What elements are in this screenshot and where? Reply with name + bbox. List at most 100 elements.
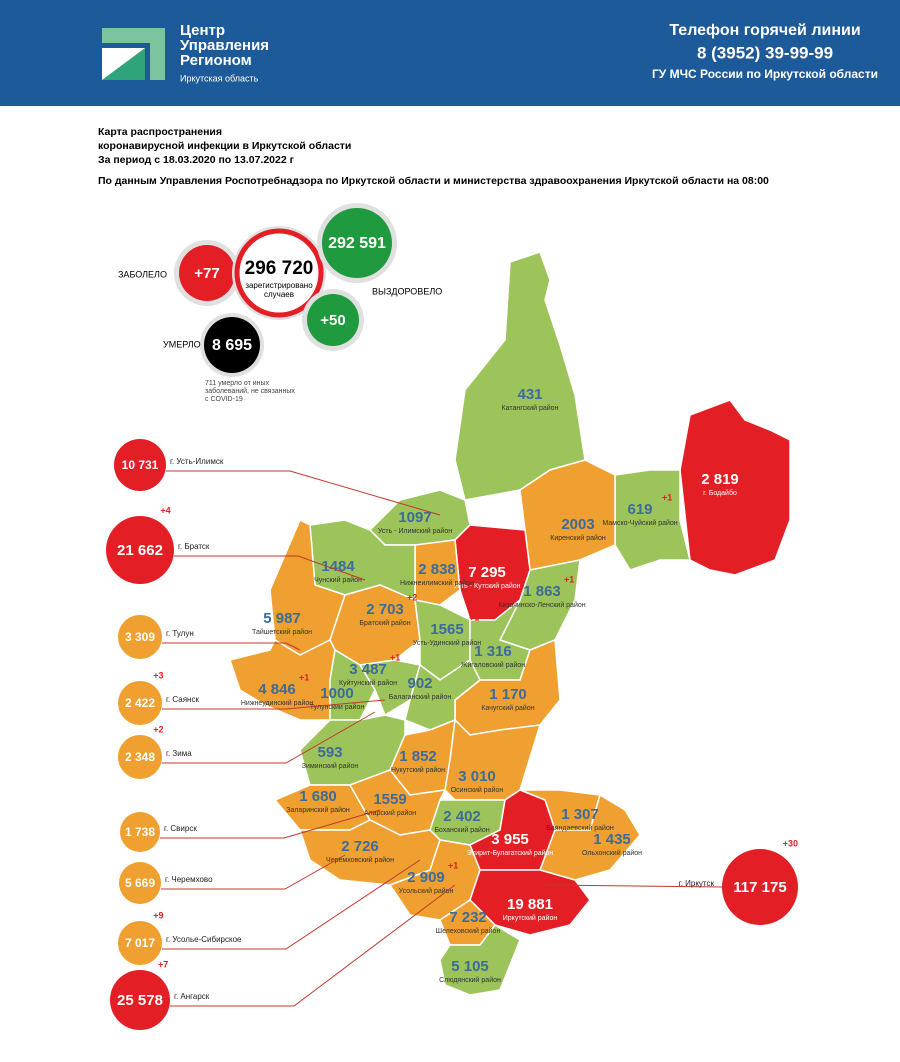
total-caption: случаев — [264, 290, 294, 299]
district-name: Осинский район — [451, 786, 504, 794]
district-delta: +7 — [552, 887, 562, 897]
district-value: 1 680 — [299, 788, 337, 805]
district-area — [454, 251, 586, 501]
district-area — [679, 399, 791, 576]
district-value: 2 819 — [701, 471, 739, 488]
city-bubble — [110, 970, 170, 1030]
district-value: 3 487 — [349, 661, 387, 678]
district-value: 1 435 — [593, 831, 631, 848]
district-delta: +1 — [509, 555, 519, 565]
district-name: Эхирит-Булагатский район — [467, 849, 554, 857]
district-name: Мамско-Чуйский район — [602, 519, 677, 527]
district-delta: +1 — [448, 860, 458, 870]
city-delta: +2 — [153, 724, 163, 734]
city-value: 5 669 — [125, 876, 155, 890]
map — [229, 251, 791, 996]
logo — [102, 28, 165, 80]
district-area — [404, 658, 481, 731]
district-name: Ольхонский район — [582, 849, 642, 857]
city-name: г. Усть-Илимск — [170, 457, 224, 466]
district-delta: +1 — [390, 652, 400, 662]
city-name: г. Свирск — [164, 824, 197, 833]
leader-line — [162, 859, 421, 950]
logo-sub: Иркутская область — [180, 73, 259, 83]
city-value: 21 662 — [117, 542, 163, 559]
district-value: 19 881 — [507, 896, 553, 913]
district-value: 2 703 — [366, 601, 404, 618]
district-value: 1 307 — [561, 806, 599, 823]
city-name: г. Усолье-Сибирское — [166, 935, 242, 944]
district-value: 1 316 — [474, 643, 512, 660]
district-value: 2 909 — [407, 869, 445, 886]
district-value: 2 838 — [418, 561, 456, 578]
district-name: Черемховский район — [326, 856, 394, 864]
district-name: Усть-Удинский район — [413, 639, 481, 647]
district-name: Слюдянский район — [439, 976, 501, 984]
district-name: Балаганский район — [389, 693, 452, 701]
city-bubble — [118, 615, 162, 659]
leader-line — [160, 809, 381, 839]
died: 8 695 — [212, 337, 252, 354]
district-value: 1559 — [373, 791, 406, 808]
city-name: г. Иркутск — [679, 879, 715, 888]
recovered-label: ВЫЗДОРОВЕЛО — [372, 286, 442, 296]
district-value: 4 846 — [258, 681, 296, 698]
district-area — [614, 469, 691, 571]
district-name: Тулунский район — [310, 703, 365, 711]
district-delta: +2 — [407, 592, 417, 602]
district-value: 1484 — [321, 558, 355, 575]
city-bubble — [118, 735, 162, 779]
city-value: 117 175 — [733, 879, 786, 896]
logo-line: Центр — [180, 22, 225, 39]
hotline-phone: 8 (3952) 39-99-99 — [697, 43, 833, 62]
district-value: 1 863 — [523, 583, 561, 600]
district-name: Заларинский район — [286, 806, 350, 814]
title-line: Карта распространения — [98, 126, 222, 138]
source: По данным Управления Роспотребнадзора по… — [98, 175, 769, 187]
city-value: 1 738 — [125, 825, 155, 839]
leader-line — [544, 884, 723, 888]
district-delta: +6 — [490, 900, 500, 910]
city-value: 7 017 — [125, 936, 155, 950]
city-delta: +30 — [783, 838, 798, 848]
district-value: 5 105 — [451, 958, 489, 975]
district-name: Казачинско-Ленский район — [498, 601, 585, 609]
district-name: Усть - Илимский район — [378, 527, 452, 535]
leader-line — [162, 711, 376, 764]
district-name: Усольский район — [399, 887, 454, 895]
district-value: 619 — [627, 501, 652, 518]
district-delta: +1 — [564, 574, 574, 584]
total: 296 720 — [245, 258, 314, 279]
leader-line — [174, 555, 366, 581]
hotline-org: ГУ МЧС России по Иркутской области — [652, 67, 878, 81]
district-value: 3 010 — [458, 768, 496, 785]
district-delta: +1 — [299, 672, 309, 682]
city-bubble — [118, 921, 162, 965]
district-name: Куйтунский район — [339, 679, 397, 687]
district-delta: +1 — [662, 492, 672, 502]
total-caption: зарегистрировано — [245, 281, 313, 290]
city-name: г. Тулун — [166, 629, 194, 638]
district-name: Усть - Кутский район — [453, 582, 520, 590]
sick-new: +77 — [194, 265, 219, 282]
district-value: 3 955 — [491, 831, 529, 848]
district-name: Чунский район — [314, 576, 362, 584]
city-delta: +9 — [153, 910, 163, 920]
city-value: 2 422 — [125, 696, 155, 710]
district-name: Шелеховский район — [436, 927, 501, 935]
district-name: Боханский район — [434, 826, 490, 834]
district-value: 1 170 — [489, 686, 527, 703]
city-name: г. Братск — [178, 542, 210, 551]
district-value: 5 987 — [263, 610, 301, 627]
city-value: 25 578 — [117, 992, 163, 1009]
note-line: 711 умерло от иных — [205, 380, 270, 387]
logo-line: Управления — [180, 37, 269, 54]
district-value: 1000 — [320, 685, 353, 702]
district-name: Иркутский район — [503, 914, 558, 922]
district-value: 7 295 — [468, 564, 506, 581]
city-bubble — [118, 681, 162, 725]
district-area — [439, 924, 521, 996]
leader-line — [162, 642, 301, 651]
